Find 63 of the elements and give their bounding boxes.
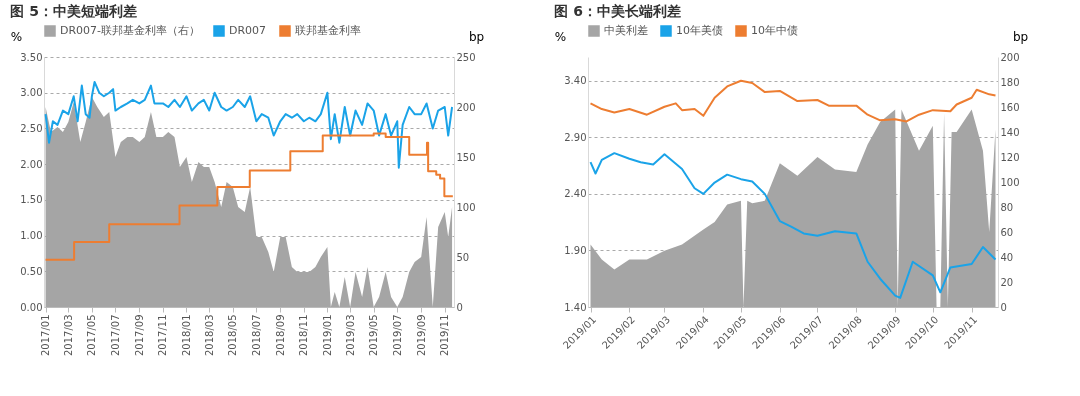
y2-tick-label: 160 [1000, 101, 1020, 113]
x-tick-label: 2019/01 [321, 314, 333, 357]
legend-label: DR007 [229, 24, 267, 37]
y2-tick-label: 100 [456, 201, 476, 213]
y2-tick-label: 0 [1000, 301, 1007, 313]
x-tick-label: 2018/09 [274, 314, 286, 357]
y-tick-label: 1.90 [564, 244, 587, 256]
legend-label: DR007-联邦基金利率（右） [60, 24, 201, 37]
y-tick-label: 1.50 [20, 194, 43, 206]
x-tick-label: 2019/07 [391, 314, 403, 357]
y-tick-label: 2.00 [20, 158, 43, 170]
y-tick-label: 3.40 [564, 75, 587, 87]
y-axis-title: % [554, 29, 567, 44]
y2-tick-label: 50 [456, 251, 470, 263]
y2-tick-label: 20 [1000, 276, 1014, 288]
y2-tick-label: 200 [1000, 51, 1020, 63]
y-tick-label: 1.00 [20, 230, 43, 242]
y2-tick-label: 180 [1000, 76, 1020, 88]
legend-label: 中美利差 [604, 24, 648, 37]
y-tick-label: 2.90 [564, 131, 587, 143]
x-tick-label: 2017/09 [133, 314, 145, 357]
y2-tick-label: 60 [1000, 226, 1014, 238]
x-tick-label: 2019/11 [439, 314, 451, 357]
legend-label: 10年美债 [676, 24, 723, 37]
y2-tick-label: 0 [456, 301, 463, 313]
line-series [589, 79, 997, 123]
x-tick-label: 2018/07 [250, 314, 262, 357]
x-tick-label: 2019/05 [368, 314, 380, 357]
chart-title: 图 6：中美长端利差 [554, 3, 681, 19]
y-tick-label: 3.50 [20, 51, 43, 63]
y2-tick-label: 40 [1000, 251, 1014, 263]
x-tick-label: 2019/09 [415, 314, 427, 357]
y2-tick-label: 250 [456, 51, 476, 63]
y-tick-label: 2.50 [20, 122, 43, 134]
x-tick-label: 2018/05 [227, 314, 239, 357]
x-tick-label: 2019/03 [344, 314, 356, 357]
y-axis-title: % [10, 29, 23, 44]
y2-axis-title: bp [1012, 29, 1029, 44]
x-tick-label: 2018/01 [180, 314, 192, 357]
y2-tick-label: 150 [456, 151, 476, 163]
y-tick-label: 1.40 [564, 301, 587, 313]
y-tick-label: 3.00 [20, 87, 43, 99]
x-tick-label: 2017/11 [157, 314, 169, 357]
y2-axis-title: bp [468, 29, 485, 44]
x-tick-label: 2018/11 [298, 314, 310, 357]
x-tick-label: 2017/07 [109, 314, 121, 357]
legend-label: 10年中债 [751, 24, 798, 37]
y-tick-label: 0.50 [20, 265, 43, 277]
y2-tick-label: 120 [1000, 151, 1020, 163]
x-tick-label: 2018/03 [203, 314, 215, 357]
y2-tick-label: 80 [1000, 201, 1014, 213]
line-series [589, 152, 997, 299]
chart-title: 图 5：中美短端利差 [10, 3, 137, 19]
x-tick-label: 2017/01 [40, 314, 52, 357]
y2-tick-label: 100 [1000, 176, 1020, 188]
y2-tick-label: 140 [1000, 126, 1020, 138]
legend-label: 联邦基金利率 [295, 24, 361, 37]
y-tick-label: 0.00 [20, 301, 43, 313]
line-series [44, 81, 454, 169]
x-tick-label: 2017/03 [62, 314, 74, 357]
x-tick-label: 2017/05 [86, 314, 98, 357]
y2-tick-label: 200 [456, 101, 476, 113]
y-tick-label: 2.40 [564, 188, 587, 200]
